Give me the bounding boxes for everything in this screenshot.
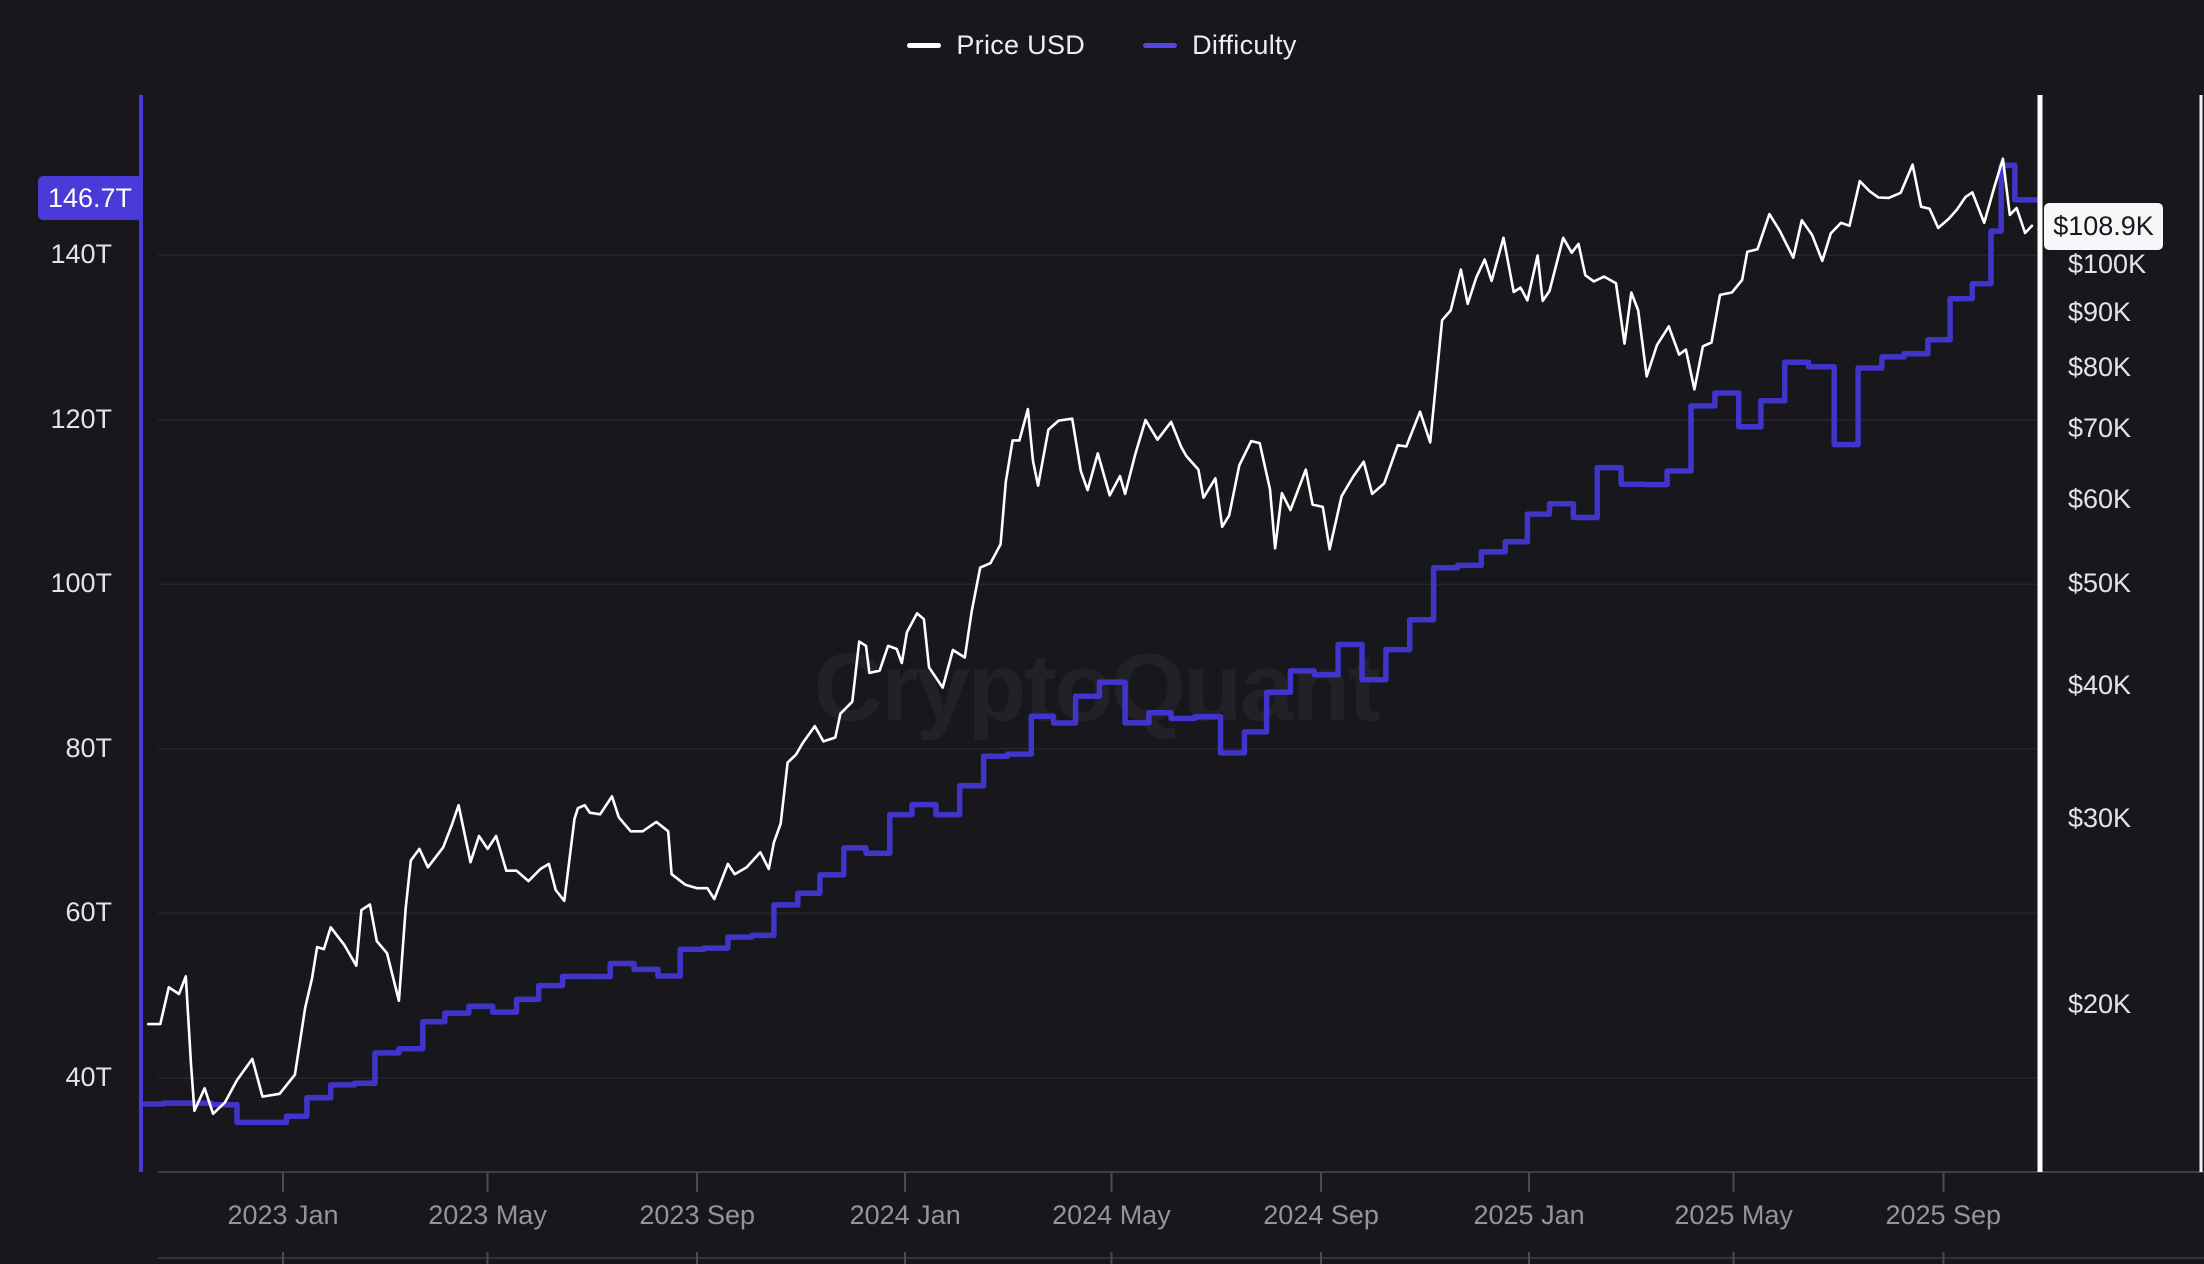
difficulty-value-badge: 146.7T bbox=[38, 176, 142, 220]
difficulty-axis-tick-label: 140T bbox=[50, 239, 112, 269]
price-axis-tick-label: $80K bbox=[2068, 351, 2132, 382]
price-line-swatch-icon bbox=[907, 43, 942, 48]
difficulty-axis-tick-label: 80T bbox=[65, 732, 112, 763]
price-value-badge: $108.9K bbox=[2044, 203, 2163, 250]
date-axis-tick-label: 2024 May bbox=[1052, 1200, 1171, 1230]
price-axis-tick-label: $40K bbox=[2068, 670, 2132, 701]
series-price-usd bbox=[147, 157, 2034, 1116]
series-difficulty bbox=[142, 162, 2040, 1126]
price-axis-tick-label: $50K bbox=[2068, 567, 2132, 598]
price-axis-tick-label: $60K bbox=[2068, 483, 2132, 514]
price-axis-tick-label: $20K bbox=[2068, 989, 2132, 1020]
difficulty-line-swatch-icon bbox=[1143, 43, 1178, 48]
difficulty-axis-tick-label: 100T bbox=[50, 568, 112, 599]
legend-label-price: Price USD bbox=[956, 30, 1086, 60]
difficulty-axis-tick-label: 120T bbox=[50, 403, 112, 434]
date-axis-tick-label: 2023 Sep bbox=[639, 1200, 755, 1230]
difficulty-axis-tick-label: 40T bbox=[65, 1062, 112, 1092]
date-axis-tick-label: 2023 Jan bbox=[227, 1200, 339, 1230]
date-axis-tick-label: 2024 Jan bbox=[849, 1200, 961, 1230]
date-axis-tick-label: 2024 Sep bbox=[1263, 1200, 1379, 1230]
date-axis-tick-label: 2025 May bbox=[1674, 1200, 1793, 1230]
date-axis-tick-label: 2025 Jan bbox=[1473, 1200, 1585, 1230]
price-axis-tick-label: $100K bbox=[2068, 249, 2147, 279]
date-axis-tick-label: 2025 Sep bbox=[1885, 1200, 2002, 1230]
difficulty-axis-tick-label: 60T bbox=[65, 897, 112, 928]
legend-item-price[interactable]: Price USD bbox=[907, 30, 1085, 61]
legend-item-difficulty[interactable]: Difficulty bbox=[1143, 30, 1297, 61]
chart-legend: Price USD Difficulty bbox=[0, 30, 2204, 61]
date-axis-tick-label: 2023 May bbox=[428, 1200, 547, 1230]
legend-label-difficulty: Difficulty bbox=[1192, 30, 1297, 60]
price-axis-tick-label: $30K bbox=[2068, 802, 2132, 833]
price-axis-tick-label: $70K bbox=[2068, 413, 2132, 444]
price-axis-tick-label: $90K bbox=[2068, 297, 2132, 328]
